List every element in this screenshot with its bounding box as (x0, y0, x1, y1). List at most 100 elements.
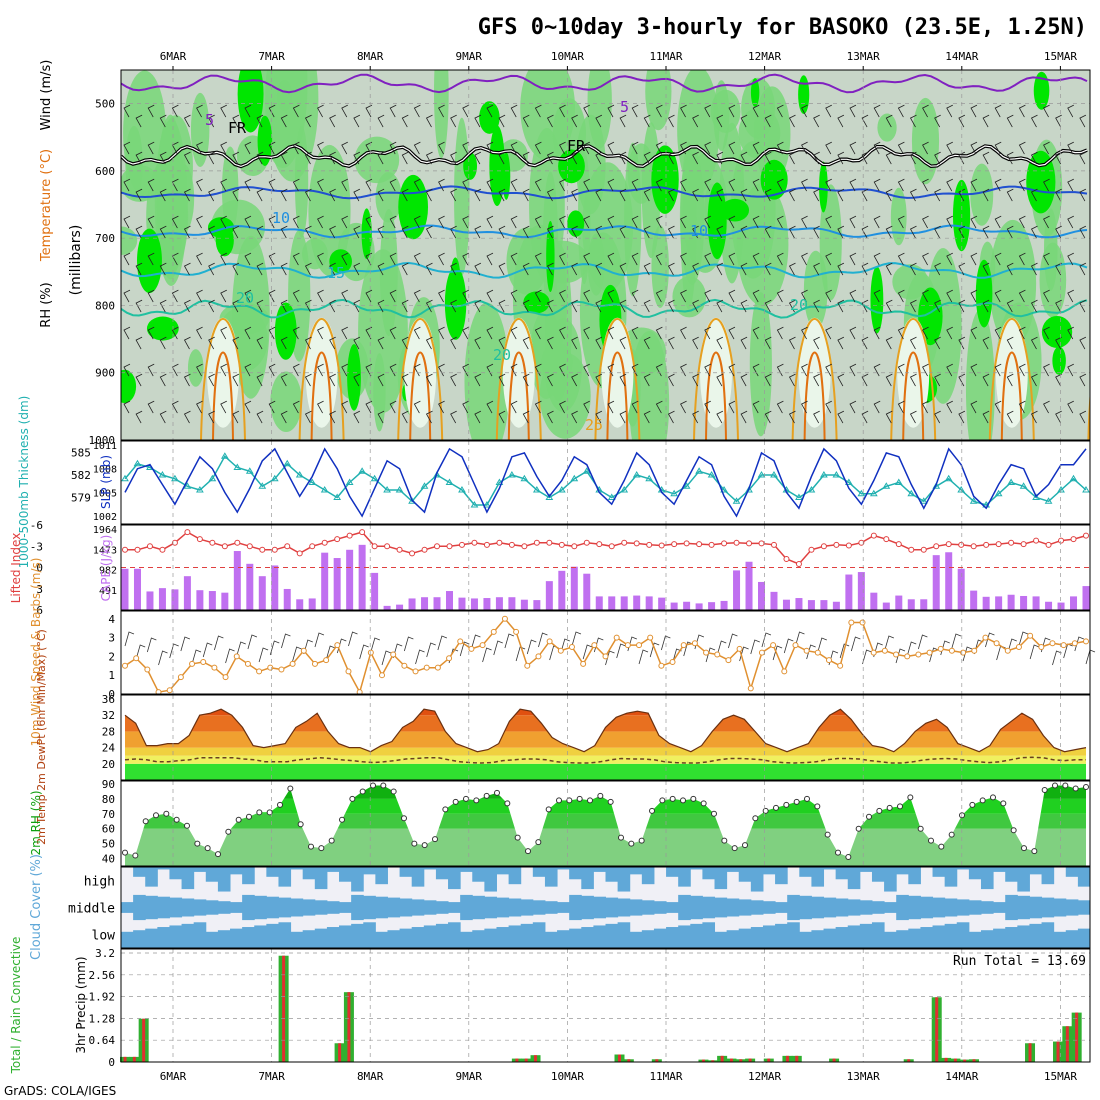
wind-barb (183, 225, 191, 239)
cloud-middle-bar (799, 895, 812, 920)
thickness-line-point (795, 493, 803, 500)
cloud-middle-bar (472, 895, 485, 920)
rh-point (721, 837, 728, 844)
rh-point (432, 836, 438, 843)
wind-barb (934, 336, 941, 350)
wind-barb (1043, 252, 1050, 266)
rh-saturated-patch (798, 75, 810, 114)
cloud-high-bar (835, 867, 849, 880)
rh-point (824, 831, 831, 838)
wind-barb (244, 400, 252, 414)
wind-barb (341, 215, 348, 229)
surface-wind-barb (817, 637, 827, 653)
wind-barb (716, 299, 724, 313)
cloud-high-bar (956, 867, 970, 870)
thickness-line-point (158, 471, 167, 478)
thickness-line-point (969, 497, 978, 504)
cape-bar (533, 600, 541, 610)
slp-tick-label: 1011 (93, 441, 117, 452)
wind-speed-line-point (535, 653, 542, 660)
surface-wind-barb (649, 642, 660, 658)
thickness-line-point (208, 474, 217, 482)
lifted-index-line-point (608, 543, 615, 550)
wind-barb (764, 373, 772, 387)
wind-barb (123, 289, 131, 303)
wind-barb (123, 326, 131, 340)
wind-barb (401, 262, 409, 276)
wind-barb (510, 104, 518, 118)
cloud-middle-bar (508, 898, 522, 917)
surface-wind-barb (906, 641, 917, 657)
lifted-index-line-point (571, 543, 578, 550)
cloud-high-bar (557, 867, 570, 870)
wind-barb (970, 289, 978, 303)
lifted-index-line-point (758, 540, 765, 547)
cloud-low-bar (169, 925, 183, 948)
cloud-low-bar (278, 922, 292, 948)
surface-wind-barb (750, 639, 760, 655)
wind-barb (667, 299, 675, 313)
rh-saturated-patch (398, 174, 429, 240)
wind-barb (716, 336, 724, 350)
wind-barb (450, 410, 457, 424)
lifted-index-line-point (209, 539, 216, 546)
rh-point (370, 782, 376, 789)
cloud-middle-bar (835, 898, 849, 917)
wind-barb (280, 188, 288, 202)
cloud-middle-bar (1053, 898, 1067, 917)
rh-saturated-patch (444, 266, 467, 340)
cloud-low-bar (884, 931, 897, 948)
wind-barb (1018, 400, 1026, 414)
wind-barb (123, 363, 131, 377)
cloud-high-bar (217, 867, 231, 892)
surface-wind-barb (370, 637, 380, 653)
isotherm-30-loop (212, 351, 234, 440)
rh-saturated-patch (750, 78, 760, 107)
rh-point (669, 795, 676, 802)
surface-wind-barb (761, 632, 772, 648)
wind-barb (147, 326, 155, 340)
surface-wind-barb (1029, 644, 1040, 660)
wind-barb (292, 104, 300, 118)
cloud-low-bar (351, 923, 364, 948)
wind-barb (522, 151, 530, 165)
wind-barb (1006, 262, 1014, 276)
cape-bar (982, 596, 990, 610)
cape-bar (708, 602, 716, 610)
wind-barb (196, 289, 203, 303)
rh-point (866, 813, 872, 820)
thickness-line-point (820, 471, 828, 478)
cape-bar (383, 605, 391, 610)
rh-moist-patch (379, 208, 398, 337)
rh-point (442, 806, 449, 813)
wind-barb (595, 299, 603, 313)
wind-barb (559, 326, 566, 340)
cloud-high-bar (1077, 867, 1091, 887)
rh-point (576, 795, 583, 802)
wind-barb (329, 262, 336, 276)
wind-barb (607, 252, 615, 266)
wind-barb (704, 215, 711, 229)
wind-speed-line-point (1038, 643, 1045, 650)
wind-barb (897, 289, 905, 303)
wind-barb (498, 225, 506, 239)
precip-tick-label: 1.28 (89, 1012, 116, 1025)
temp-tick-label: 32 (102, 709, 115, 722)
wind-tick-label: 0 (108, 688, 115, 701)
wind-barb (873, 104, 881, 118)
slp-ylabel: SLP (mb) (99, 455, 113, 509)
wind-barb (680, 104, 687, 118)
wind-barb (377, 336, 385, 350)
wind-barb (232, 151, 240, 165)
wind-barb (256, 188, 264, 202)
isotherm-30-loop (803, 351, 826, 440)
cloud-low-bar (242, 927, 255, 948)
pressure-tick-label: 700 (95, 232, 115, 245)
wind-barb (909, 410, 917, 424)
wind-barb (692, 410, 699, 424)
wind-barb (1055, 114, 1062, 128)
wind-speed-line-point (1060, 642, 1067, 649)
lifted-index-line-point (858, 539, 865, 546)
cape-bar (970, 590, 978, 610)
thickness-line-point (545, 493, 554, 500)
